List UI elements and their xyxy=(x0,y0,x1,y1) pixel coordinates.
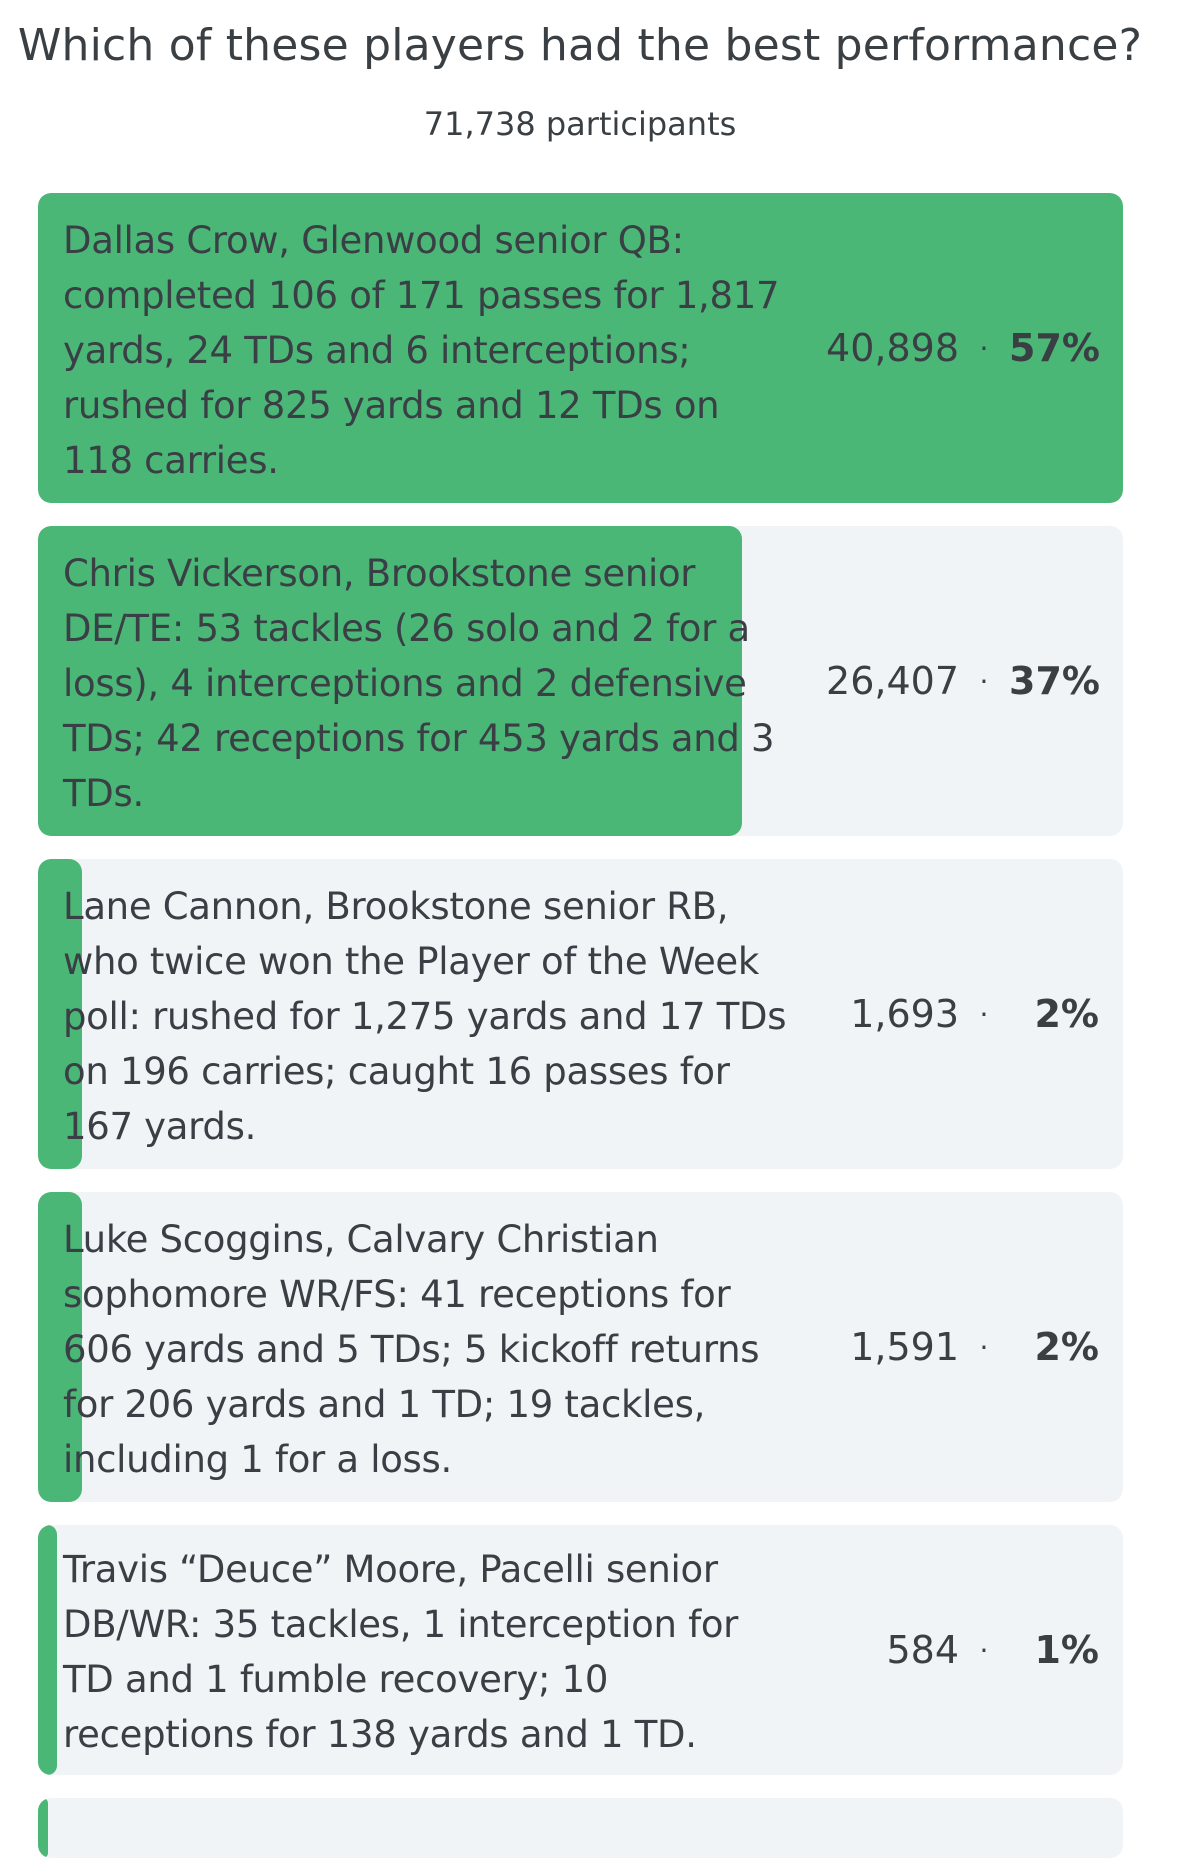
result-bar xyxy=(38,1525,57,1775)
vote-count: 584 xyxy=(886,1628,959,1672)
separator-dot: · xyxy=(959,665,1009,698)
option-label: Chris Vickerson, Brookstone senior DE/TE… xyxy=(63,546,793,821)
vote-count: 1,591 xyxy=(850,1325,959,1369)
vote-percent: 2% xyxy=(1009,992,1099,1036)
poll-option[interactable]: Lane Cannon, Brookstone senior RB, who t… xyxy=(38,859,1123,1169)
poll-question: Which of these players had the best perf… xyxy=(0,18,1160,74)
separator-dot: · xyxy=(959,1634,1009,1667)
separator-dot: · xyxy=(959,1331,1009,1364)
option-label: Travis “Deuce” Moore, Pacelli senior DB/… xyxy=(63,1542,793,1762)
vote-percent: 57% xyxy=(1009,326,1099,370)
vote-count: 26,407 xyxy=(826,659,959,703)
poll-options: Dallas Crow, Glenwood senior QB: complet… xyxy=(38,193,1123,1858)
vote-percent: 1% xyxy=(1009,1628,1099,1672)
separator-dot: · xyxy=(959,332,1009,365)
option-label: Lane Cannon, Brookstone senior RB, who t… xyxy=(63,879,793,1154)
separator-dot: · xyxy=(959,998,1009,1031)
result-bar xyxy=(38,1798,48,1858)
vote-percent: 37% xyxy=(1009,659,1099,703)
vote-count: 1,693 xyxy=(850,992,959,1036)
option-stats: 584 · 1% xyxy=(886,1525,1099,1775)
poll-option[interactable]: Travis “Deuce” Moore, Pacelli senior DB/… xyxy=(38,1525,1123,1775)
option-stats: 40,898 · 57% xyxy=(826,193,1099,503)
poll-option[interactable]: Dallas Crow, Glenwood senior QB: complet… xyxy=(38,193,1123,503)
vote-count: 40,898 xyxy=(826,326,959,370)
option-stats: 26,407 · 37% xyxy=(826,526,1099,836)
poll-option[interactable]: Luke Scoggins, Calvary Christian sophomo… xyxy=(38,1192,1123,1502)
option-stats: 1,693 · 2% xyxy=(850,859,1099,1169)
option-label: Dallas Crow, Glenwood senior QB: complet… xyxy=(63,213,793,488)
option-label: Luke Scoggins, Calvary Christian sophomo… xyxy=(63,1212,793,1487)
poll-option[interactable]: Chris Vickerson, Brookstone senior DE/TE… xyxy=(38,526,1123,836)
vote-percent: 2% xyxy=(1009,1325,1099,1369)
participant-count: 71,738 participants xyxy=(0,104,1160,144)
poll-option-partial[interactable] xyxy=(38,1798,1123,1858)
option-stats: 1,591 · 2% xyxy=(850,1192,1099,1502)
